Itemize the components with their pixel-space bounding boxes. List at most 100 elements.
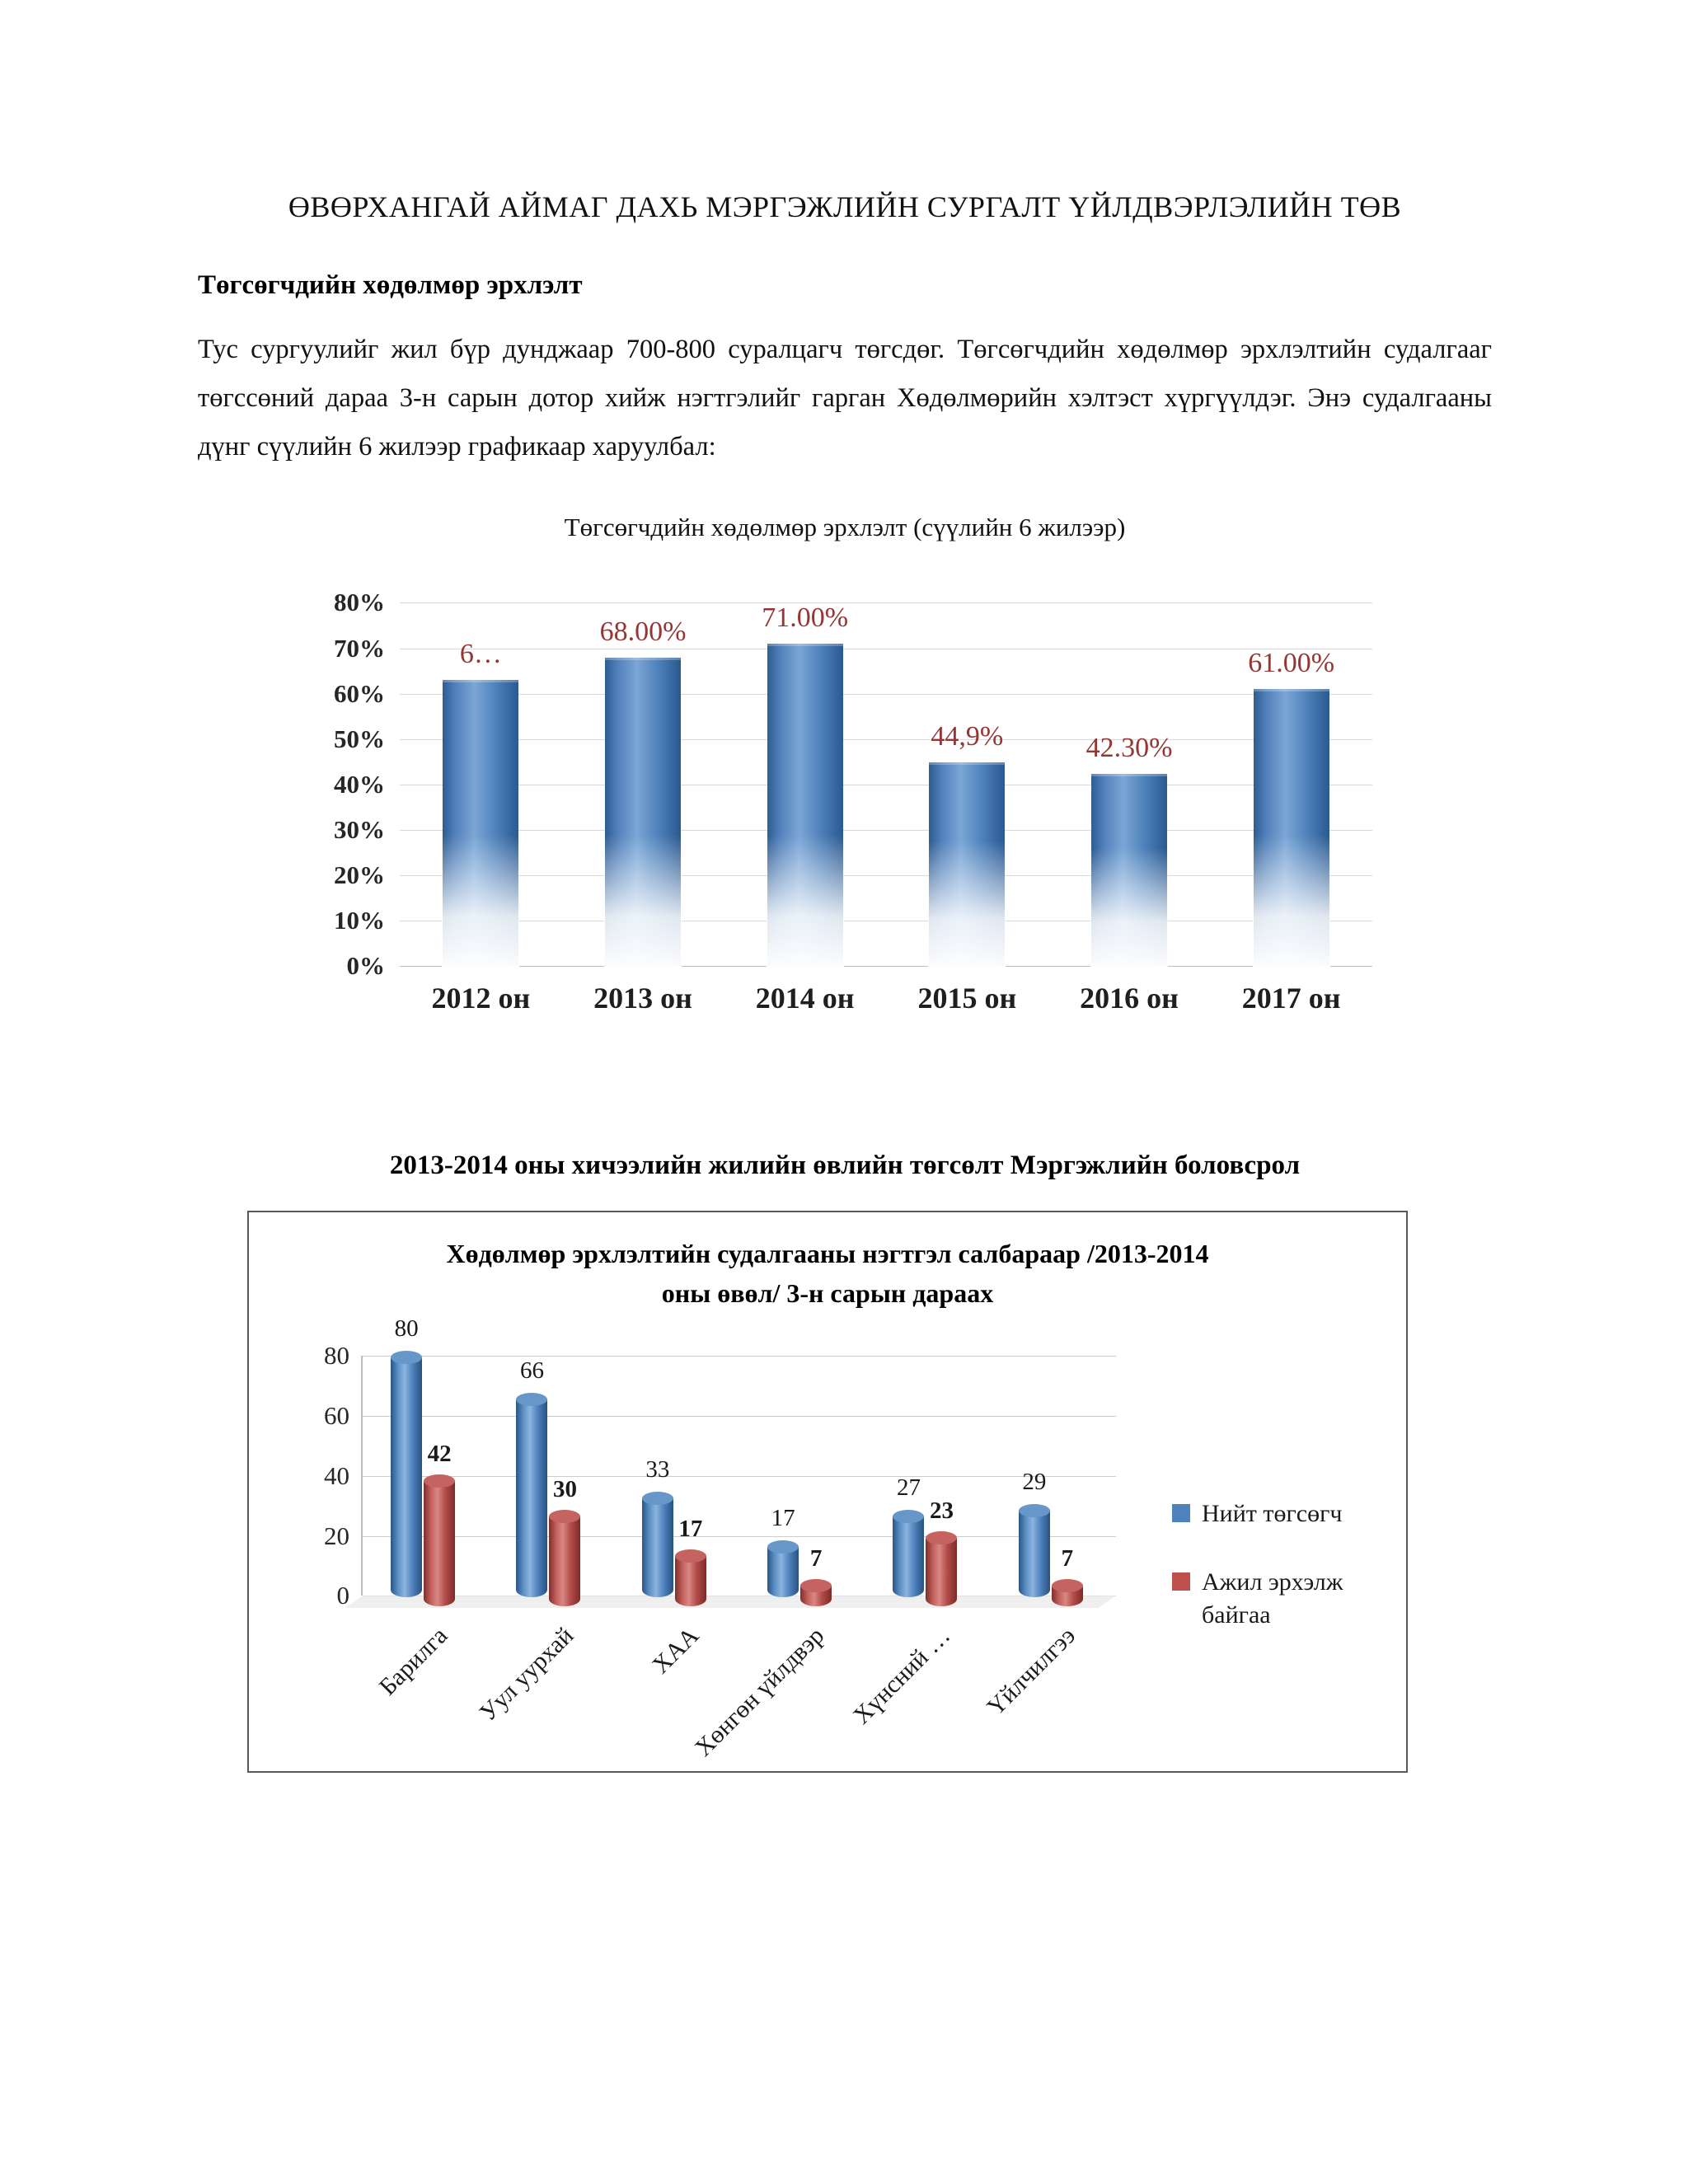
gridline: [363, 1535, 1116, 1537]
y-axis-label: 80: [324, 1341, 349, 1371]
gridline: [363, 1356, 1116, 1357]
chart1-plot: 80% 70% 60% 50% 40% 30% 20% 10% 0% 6… 2012 он 68.00…: [334, 588, 1372, 1015]
gridline: [400, 602, 1372, 604]
gridline: [400, 830, 1372, 832]
bar-fade: [766, 835, 844, 968]
x-axis-label: 2015 он: [917, 982, 1017, 1015]
chart2-legend: Нийт төгсөгч Ажил эрхэлж байгаа: [1172, 1497, 1362, 1633]
y-axis-label: 30%: [334, 815, 385, 845]
legend-swatch: [1172, 1504, 1190, 1523]
x-axis-label: 2012 он: [431, 982, 531, 1015]
y-axis-label: 20: [324, 1521, 349, 1550]
value-label-employed: 30: [552, 1476, 577, 1503]
y-axis-label: 80%: [334, 588, 385, 617]
bar-fade: [1252, 835, 1330, 968]
bar-group: 33 17 ХАА: [614, 1356, 739, 1680]
value-label-total: 33: [645, 1456, 670, 1483]
bar-column: 68.00% 2013 он: [562, 602, 724, 1015]
value-label: 6…: [459, 639, 502, 670]
value-label: 42.30%: [1085, 733, 1173, 764]
y-axis-label: 60: [324, 1401, 349, 1431]
bar-group: 80 42 Барилга: [363, 1315, 488, 1701]
cylinder-bar-total: [893, 1510, 925, 1598]
gridline: [400, 875, 1372, 877]
cylinder-bar-total: [516, 1393, 548, 1598]
cylinder-bar-total: [641, 1492, 673, 1598]
chart1: 80% 70% 60% 50% 40% 30% 20% 10% 0% 6… 2012 он 68.00…: [198, 565, 1492, 1027]
legend-item: Ажил эрхэлж байгаа: [1172, 1566, 1362, 1633]
y-axis-label: 70%: [334, 633, 385, 663]
x-axis-label: 2017 он: [1241, 982, 1341, 1015]
value-label: 71.00%: [762, 602, 849, 634]
value-label: 61.00%: [1248, 648, 1335, 679]
bar-group: 66 30 Уул уурхай: [474, 1356, 613, 1727]
bar: [928, 762, 1006, 968]
gridline: [363, 1475, 1116, 1477]
value-label-employed: 42: [427, 1440, 452, 1467]
bar-column: 61.00% 2017 он: [1210, 602, 1372, 1015]
y-axis-label: 0%: [346, 951, 386, 981]
gridline: [400, 738, 1372, 740]
bar-group: 17 7 Хөнгөн үйлдвэр: [690, 1356, 865, 1762]
legend-label: Ажил эрхэлж байгаа: [1202, 1568, 1343, 1629]
chart2: Хөдөлмөр эрхлэлтийн судалгааны нэгтгэл с…: [247, 1211, 1408, 1774]
bar: [603, 657, 682, 968]
y-axis-label: 40: [324, 1460, 349, 1490]
document-content: ӨВӨРХАНГАЙ АЙМАГ ДАХЬ МЭРГЭЖЛИЙН СУРГАЛТ…: [198, 190, 1492, 1774]
y-axis-label: 20%: [334, 860, 385, 890]
gridline: [363, 1416, 1116, 1418]
cylinder-bar-total: [767, 1540, 799, 1598]
bar-column: 71.00% 2014 он: [724, 602, 886, 1015]
bar: [1090, 774, 1168, 968]
legend-label: Нийт төгсөгч: [1202, 1500, 1343, 1528]
chart2-plot: 80 60 40 20 0 80 42 Барилга 66 30 Уул уурхай 33 17 ХА…: [324, 1315, 1116, 1762]
chart2-title: Хөдөлмөр эрхлэлтийн судалгааны нэгтгэл с…: [446, 1239, 1209, 1309]
value-label-total: 80: [394, 1315, 419, 1343]
bar-column: 42.30% 2016 он: [1048, 602, 1211, 1015]
value-label-total: 27: [896, 1474, 921, 1502]
cylinder-bar-employed: [424, 1474, 456, 1607]
x-axis-label: 2016 он: [1080, 982, 1179, 1015]
bar-fade: [1090, 847, 1168, 968]
chart1-title: Төгсөгчдийн хөдөлмөр эрхлэлт (сүүлийн 6 …: [564, 513, 1126, 542]
y-axis-label: 50%: [334, 724, 385, 753]
cylinder-bar-total: [391, 1351, 423, 1598]
section2-heading: 2013-2014 оны хичээлийн жилийн өвлийн тө…: [389, 1151, 1301, 1181]
bar-fade: [442, 835, 520, 968]
bar: [766, 644, 844, 968]
bar-group: 27 23 Хүнсний …: [847, 1356, 990, 1730]
value-label-employed: 7: [1061, 1544, 1074, 1572]
value-label-employed: 17: [678, 1515, 703, 1542]
value-label: 68.00%: [599, 616, 687, 647]
y-axis-label: 40%: [334, 769, 385, 799]
value-label-total: 17: [771, 1504, 795, 1531]
cylinder-bar-employed: [674, 1549, 706, 1607]
intro-paragraph: Тус сургуулийг жил бүр дунджаар 700-800 …: [198, 335, 1492, 462]
cylinder-bar-employed: [926, 1530, 958, 1607]
y-axis-label: 0: [336, 1581, 350, 1610]
section-heading: Төгсөгчдийн хөдөлмөр эрхлэлт: [198, 270, 583, 300]
bar-column: 6… 2012 он: [400, 602, 562, 1015]
gridline: [400, 693, 1372, 695]
legend-item: Нийт төгсөгч: [1172, 1497, 1362, 1531]
cylinder-bar-total: [1018, 1503, 1050, 1598]
value-label-total: 66: [519, 1357, 544, 1385]
bar-column: 44,9% 2015 он: [886, 602, 1048, 1015]
cylinder-bar-employed: [800, 1578, 832, 1607]
bar-group: 29 7 Үйлчилгээ: [982, 1356, 1116, 1722]
x-axis-label: 2014 он: [755, 982, 855, 1015]
page-title: ӨВӨРХАНГАЙ АЙМАГ ДАХЬ МЭРГЭЖЛИЙН СУРГАЛТ…: [288, 190, 1402, 223]
y-axis-label: 10%: [334, 906, 385, 935]
bar: [1252, 689, 1330, 968]
bar-fade: [928, 840, 1006, 968]
cylinder-bar-employed: [549, 1510, 581, 1607]
chart-floor: [345, 1596, 1116, 1608]
value-label: 44,9%: [931, 720, 1004, 752]
cylinder-bar-employed: [1051, 1578, 1083, 1607]
legend-swatch: [1172, 1572, 1190, 1591]
value-label-employed: 7: [809, 1544, 823, 1572]
value-label-total: 29: [1022, 1468, 1047, 1495]
x-axis-label: 2013 он: [593, 982, 692, 1015]
value-label-employed: 23: [929, 1497, 954, 1524]
